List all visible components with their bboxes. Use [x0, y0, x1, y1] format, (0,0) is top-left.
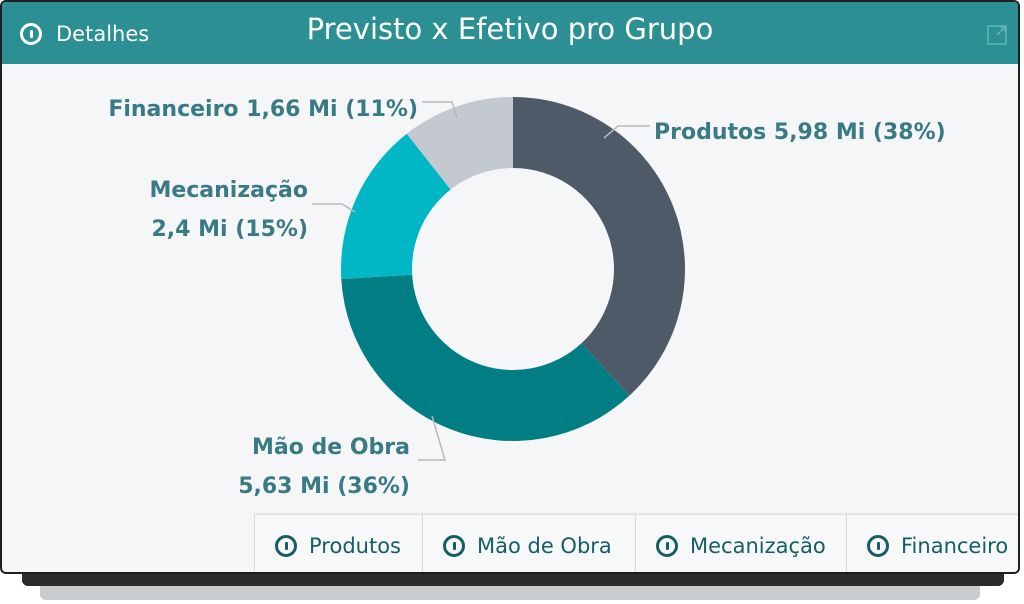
pie-slice-produtos[interactable]: [513, 97, 685, 396]
info-icon: [275, 534, 297, 557]
pie-slice-mecanizacao[interactable]: [341, 133, 451, 279]
pie-slice-financeiro[interactable]: [406, 97, 513, 190]
card-header: Detalhes Previsto x Efetivo pro Grupo: [2, 2, 1018, 64]
data-label: Financeiro 1,66 Mi (11%): [108, 97, 418, 122]
group-tabs: Produtos Mão de Obra Mecanização Finance…: [254, 514, 1018, 572]
tab-produtos[interactable]: Produtos: [254, 514, 422, 572]
chart-card: Detalhes Previsto x Efetivo pro Grupo Pr…: [0, 0, 1020, 574]
leader-line: [312, 203, 356, 213]
info-icon: [656, 534, 678, 557]
leader-line: [418, 415, 447, 461]
expand-icon[interactable]: [986, 24, 1008, 46]
tab-label: Mecanização: [690, 533, 826, 558]
info-icon: [20, 23, 42, 45]
data-label: Mecanização: [149, 178, 308, 203]
data-label: Produtos 5,98 Mi (38%): [654, 120, 946, 145]
details-label: Detalhes: [56, 22, 150, 46]
data-label: 5,63 Mi (36%): [238, 474, 410, 499]
tab-label: Produtos: [309, 533, 401, 558]
leader-line: [422, 101, 458, 119]
info-icon: [867, 534, 889, 557]
data-label: 2,4 Mi (15%): [152, 217, 309, 242]
pie-slice-mao-de-obra[interactable]: [341, 274, 630, 442]
tab-financeiro[interactable]: Financeiro: [846, 514, 1018, 572]
tab-label: Mão de Obra: [477, 533, 612, 558]
leader-line: [603, 125, 650, 139]
donut-chart: Produtos 5,98 Mi (38%) Mão de Obra 5,63 Mi…: [108, 97, 946, 499]
info-icon: [443, 534, 465, 557]
data-label: Mão de Obra: [252, 435, 410, 460]
tab-mao-de-obra[interactable]: Mão de Obra: [422, 514, 635, 572]
tab-label: Financeiro: [901, 533, 1009, 558]
details-button[interactable]: Detalhes: [20, 20, 149, 48]
tab-mecanizacao[interactable]: Mecanização: [635, 514, 846, 572]
chart-title: Previsto x Efetivo pro Grupo: [306, 12, 714, 46]
